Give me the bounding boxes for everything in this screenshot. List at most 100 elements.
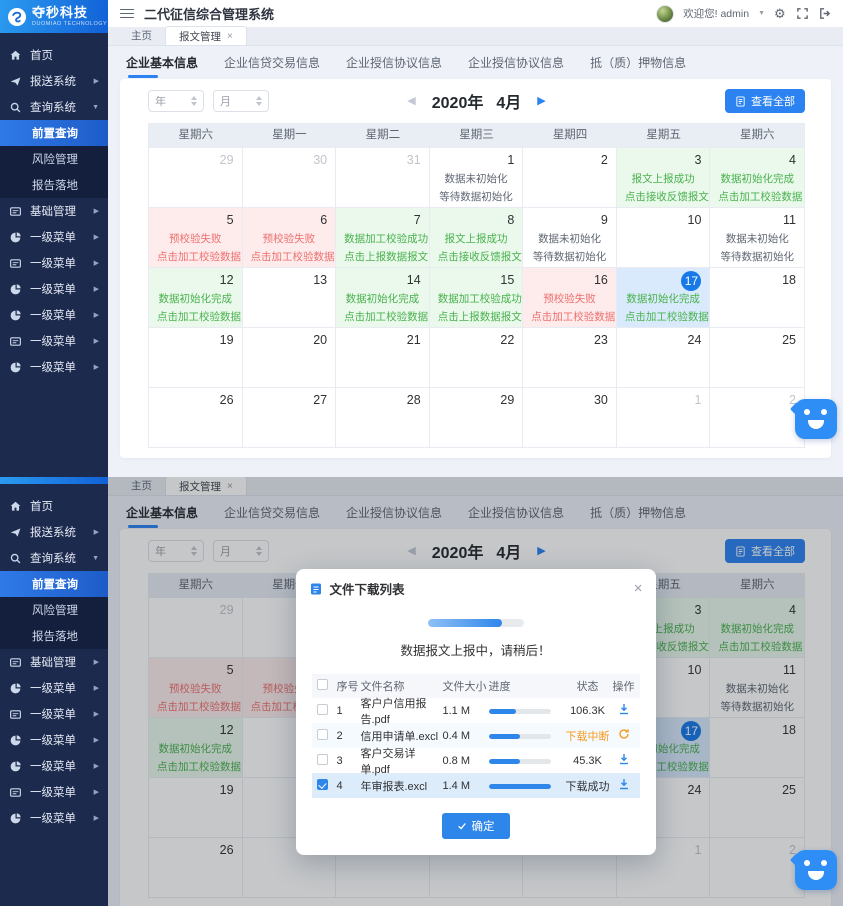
sidebar-item-一级菜单[interactable]: 一级菜单 ▶ xyxy=(0,805,108,831)
calendar-cell[interactable]: 6 预校验失败点击加工校验数据 xyxy=(242,207,337,267)
download-icon[interactable] xyxy=(618,753,630,765)
calendar-cell[interactable]: 12 数据初始化完成 点击加工校验数据 xyxy=(149,267,243,327)
calendar-cell[interactable]: 31 xyxy=(336,147,430,207)
stepper-icon[interactable] xyxy=(191,546,197,556)
sidebar-item-一级菜单[interactable]: 一级菜单 ▶ xyxy=(0,354,108,380)
sidebar-item-报告落地[interactable]: 报告落地 xyxy=(0,623,108,649)
calendar-cell[interactable]: 25 xyxy=(710,327,804,387)
tab-report-management[interactable]: 报文管理 × xyxy=(165,26,247,45)
sidebar-item-一级菜单[interactable]: 一级菜单 ▶ xyxy=(0,675,108,701)
calendar-cell[interactable]: 8 报文上报成功点击接收反馈报文 xyxy=(429,207,524,267)
sidebar-item-前置查询[interactable]: 前置查询 xyxy=(0,120,108,146)
assistant-robot-button[interactable] xyxy=(795,399,837,439)
prev-month-button[interactable]: ◀ xyxy=(407,544,416,557)
calendar-cell[interactable]: 29 xyxy=(429,387,524,447)
sidebar-item-一级菜单[interactable]: 一级菜单 ▶ xyxy=(0,328,108,354)
calendar-cell[interactable]: 29 xyxy=(149,147,243,207)
calendar-cell[interactable]: 10 xyxy=(616,207,711,267)
year-select[interactable]: 年 xyxy=(148,90,204,112)
tab-report-management[interactable]: 报文管理 × xyxy=(165,477,247,495)
calendar-cell[interactable]: 1 数据未初始化等待数据初始化 xyxy=(429,147,524,207)
calendar-cell[interactable]: 16 预校验失败点击加工校验数据 xyxy=(523,267,617,327)
sidebar-item-一级菜单[interactable]: 一级菜单 ▶ xyxy=(0,779,108,805)
checkbox[interactable] xyxy=(316,753,328,765)
sidebar-item-查询系统[interactable]: 查询系统 ▼ xyxy=(0,545,108,571)
calendar-cell[interactable]: 2 xyxy=(710,387,804,447)
calendar-cell[interactable]: 24 xyxy=(616,327,711,387)
calendar-cell[interactable]: 30 xyxy=(242,147,337,207)
content-tab-3[interactable]: 企业授信协议信息 xyxy=(346,506,443,520)
content-tab-2[interactable]: 企业信贷交易信息 xyxy=(224,56,321,70)
tab-close-icon[interactable]: × xyxy=(227,480,233,492)
download-icon[interactable] xyxy=(618,778,630,790)
content-tab-1[interactable]: 企业基本信息 xyxy=(126,54,198,78)
view-all-button[interactable]: 查看全部 xyxy=(725,539,805,563)
confirm-button[interactable]: 确定 xyxy=(441,813,510,839)
stepper-icon[interactable] xyxy=(191,96,197,106)
sidebar-item-风险管理[interactable]: 风险管理 xyxy=(0,146,108,172)
month-select[interactable]: 月 xyxy=(213,90,269,112)
view-all-button[interactable]: 查看全部 xyxy=(725,89,805,113)
calendar-cell[interactable]: 11 数据未初始化 等待数据初始化 xyxy=(710,207,804,267)
calendar-cell[interactable]: 3 报文上报成功 点击接收反馈报文 xyxy=(616,147,711,207)
calendar-cell[interactable]: 9 数据未初始化等待数据初始化 xyxy=(523,207,617,267)
sidebar-item-查询系统[interactable]: 查询系统 ▼ xyxy=(0,94,108,120)
year-select[interactable]: 年 xyxy=(148,540,204,562)
calendar-cell[interactable]: 28 xyxy=(336,387,430,447)
calendar-cell[interactable]: 17 数据初始化完成 点击加工校验数据 xyxy=(616,267,711,327)
calendar-cell[interactable]: 25 xyxy=(710,777,804,837)
tab-home[interactable]: 主页 xyxy=(131,480,152,492)
content-tab-2[interactable]: 企业信贷交易信息 xyxy=(224,506,321,520)
calendar-cell[interactable]: 4 数据初始化完成 点击加工校验数据 xyxy=(710,597,804,657)
next-month-button[interactable]: ▶ xyxy=(537,544,546,557)
calendar-cell[interactable]: 19 xyxy=(149,777,243,837)
calendar-cell[interactable]: 11 数据未初始化 等待数据初始化 xyxy=(710,657,804,717)
month-select[interactable]: 月 xyxy=(213,540,269,562)
calendar-cell[interactable]: 29 xyxy=(149,597,243,657)
stepper-icon[interactable] xyxy=(256,96,262,106)
calendar-cell[interactable]: 2 xyxy=(523,147,617,207)
welcome-text[interactable]: 欢迎您! admin xyxy=(683,8,750,20)
sidebar-item-一级菜单[interactable]: 一级菜单 ▶ xyxy=(0,276,108,302)
checkbox[interactable] xyxy=(316,778,328,790)
calendar-cell[interactable]: 19 xyxy=(149,327,243,387)
sidebar-item-首页[interactable]: 首页 xyxy=(0,493,108,519)
stepper-icon[interactable] xyxy=(256,546,262,556)
calendar-cell[interactable]: 5 预校验失败 点击加工校验数据 xyxy=(149,657,243,717)
sidebar-item-报告落地[interactable]: 报告落地 xyxy=(0,172,108,198)
sidebar-item-一级菜单[interactable]: 一级菜单 ▶ xyxy=(0,224,108,250)
hamburger-menu-icon[interactable] xyxy=(120,8,134,19)
calendar-cell[interactable]: 20 xyxy=(242,327,337,387)
sidebar-item-报送系统[interactable]: 报送系统 ▶ xyxy=(0,519,108,545)
chevron-down-icon[interactable]: ▼ xyxy=(758,10,765,17)
fullscreen-icon[interactable] xyxy=(796,7,809,20)
sidebar-item-一级菜单[interactable]: 一级菜单 ▶ xyxy=(0,753,108,779)
calendar-cell[interactable]: 22 xyxy=(429,327,524,387)
sidebar-item-一级菜单[interactable]: 一级菜单 ▶ xyxy=(0,727,108,753)
calendar-cell[interactable]: 18 xyxy=(710,267,804,327)
calendar-cell[interactable]: 5 预校验失败 点击加工校验数据 xyxy=(149,207,243,267)
content-tab-1[interactable]: 企业基本信息 xyxy=(126,504,198,528)
refresh-icon[interactable] xyxy=(618,728,630,740)
assistant-robot-button[interactable] xyxy=(795,850,837,890)
content-tab-3[interactable]: 企业授信协议信息 xyxy=(346,56,443,70)
content-tab-4[interactable]: 企业授信协议信息 xyxy=(468,56,565,70)
calendar-cell[interactable]: 7 数据加工校验成功点击上报数据报文 xyxy=(336,207,430,267)
calendar-cell[interactable]: 23 xyxy=(523,327,617,387)
calendar-cell[interactable]: 26 xyxy=(149,387,243,447)
calendar-cell[interactable]: 27 xyxy=(242,387,337,447)
prev-month-button[interactable]: ◀ xyxy=(407,94,416,107)
calendar-cell[interactable]: 4 数据初始化完成 点击加工校验数据 xyxy=(710,147,804,207)
tab-close-icon[interactable]: × xyxy=(227,30,233,42)
avatar[interactable] xyxy=(656,4,675,23)
sidebar-item-报送系统[interactable]: 报送系统 ▶ xyxy=(0,68,108,94)
gear-icon[interactable]: ⚙ xyxy=(774,6,786,21)
checkbox[interactable] xyxy=(316,728,328,740)
checkbox[interactable] xyxy=(316,703,328,715)
calendar-cell[interactable]: 2 xyxy=(710,837,804,897)
calendar-cell[interactable]: 14 数据初始化完成点击加工校验数据 xyxy=(336,267,430,327)
sidebar-item-一级菜单[interactable]: 一级菜单 ▶ xyxy=(0,302,108,328)
sidebar-item-一级菜单[interactable]: 一级菜单 ▶ xyxy=(0,250,108,276)
content-tab-5[interactable]: 抵（质）押物信息 xyxy=(590,56,687,70)
calendar-cell[interactable]: 21 xyxy=(336,327,430,387)
